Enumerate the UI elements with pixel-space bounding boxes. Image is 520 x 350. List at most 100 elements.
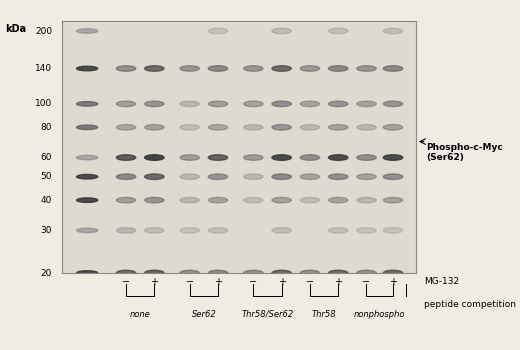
Text: 80: 80 bbox=[41, 123, 52, 132]
Text: 140: 140 bbox=[35, 64, 52, 73]
Ellipse shape bbox=[383, 125, 403, 130]
Ellipse shape bbox=[208, 270, 228, 276]
Ellipse shape bbox=[243, 125, 263, 130]
Text: Ser62: Ser62 bbox=[191, 310, 216, 319]
Ellipse shape bbox=[300, 270, 320, 276]
Ellipse shape bbox=[76, 102, 98, 106]
Ellipse shape bbox=[272, 174, 291, 180]
Ellipse shape bbox=[145, 228, 164, 233]
Ellipse shape bbox=[243, 66, 263, 71]
Ellipse shape bbox=[243, 101, 263, 107]
Ellipse shape bbox=[300, 66, 320, 71]
Ellipse shape bbox=[76, 228, 98, 233]
Ellipse shape bbox=[180, 155, 200, 160]
Ellipse shape bbox=[208, 28, 228, 34]
Text: +: + bbox=[389, 277, 397, 287]
Ellipse shape bbox=[329, 155, 348, 160]
Ellipse shape bbox=[145, 66, 164, 71]
Text: nonphospho: nonphospho bbox=[354, 310, 406, 319]
Text: MG-132: MG-132 bbox=[424, 277, 459, 286]
Ellipse shape bbox=[272, 66, 291, 71]
Ellipse shape bbox=[329, 174, 348, 180]
Ellipse shape bbox=[116, 228, 136, 233]
Ellipse shape bbox=[208, 125, 228, 130]
Ellipse shape bbox=[208, 228, 228, 233]
Text: 20: 20 bbox=[41, 268, 52, 278]
Text: 200: 200 bbox=[35, 27, 52, 35]
Ellipse shape bbox=[329, 101, 348, 107]
Ellipse shape bbox=[272, 228, 291, 233]
Text: Phospho-c-Myc
(Ser62): Phospho-c-Myc (Ser62) bbox=[426, 143, 503, 162]
Ellipse shape bbox=[76, 155, 98, 160]
Ellipse shape bbox=[329, 197, 348, 203]
Text: +: + bbox=[150, 277, 158, 287]
Ellipse shape bbox=[272, 28, 291, 34]
Ellipse shape bbox=[145, 155, 164, 160]
Text: −: − bbox=[249, 277, 257, 287]
Ellipse shape bbox=[145, 270, 164, 276]
Ellipse shape bbox=[76, 29, 98, 33]
Ellipse shape bbox=[357, 174, 376, 180]
Text: Thr58/Ser62: Thr58/Ser62 bbox=[241, 310, 294, 319]
Ellipse shape bbox=[272, 101, 291, 107]
Ellipse shape bbox=[329, 28, 348, 34]
Ellipse shape bbox=[76, 271, 98, 275]
Ellipse shape bbox=[383, 101, 403, 107]
Text: −: − bbox=[186, 277, 194, 287]
Text: 100: 100 bbox=[35, 99, 52, 108]
Ellipse shape bbox=[329, 66, 348, 71]
Ellipse shape bbox=[329, 228, 348, 233]
Ellipse shape bbox=[76, 198, 98, 202]
Ellipse shape bbox=[383, 66, 403, 71]
Ellipse shape bbox=[243, 155, 263, 160]
Ellipse shape bbox=[76, 125, 98, 130]
Ellipse shape bbox=[76, 174, 98, 179]
Ellipse shape bbox=[180, 101, 200, 107]
Ellipse shape bbox=[357, 101, 376, 107]
Ellipse shape bbox=[300, 125, 320, 130]
Ellipse shape bbox=[329, 125, 348, 130]
Ellipse shape bbox=[357, 270, 376, 276]
Ellipse shape bbox=[357, 197, 376, 203]
Ellipse shape bbox=[76, 66, 98, 71]
Ellipse shape bbox=[243, 197, 263, 203]
Ellipse shape bbox=[300, 174, 320, 180]
Ellipse shape bbox=[383, 270, 403, 276]
Ellipse shape bbox=[300, 155, 320, 160]
Ellipse shape bbox=[180, 125, 200, 130]
Text: kDa: kDa bbox=[5, 25, 27, 35]
Ellipse shape bbox=[272, 125, 291, 130]
Ellipse shape bbox=[116, 125, 136, 130]
Ellipse shape bbox=[116, 101, 136, 107]
Ellipse shape bbox=[180, 197, 200, 203]
Text: peptide competition: peptide competition bbox=[424, 300, 516, 309]
Ellipse shape bbox=[116, 155, 136, 160]
Ellipse shape bbox=[208, 197, 228, 203]
Ellipse shape bbox=[329, 270, 348, 276]
Ellipse shape bbox=[116, 197, 136, 203]
Ellipse shape bbox=[383, 28, 403, 34]
Ellipse shape bbox=[272, 270, 291, 276]
Text: none: none bbox=[130, 310, 151, 319]
Ellipse shape bbox=[145, 125, 164, 130]
Text: 40: 40 bbox=[41, 196, 52, 205]
Ellipse shape bbox=[116, 270, 136, 276]
Text: 50: 50 bbox=[41, 172, 52, 181]
Ellipse shape bbox=[208, 101, 228, 107]
Text: Thr58: Thr58 bbox=[312, 310, 336, 319]
Text: 60: 60 bbox=[41, 153, 52, 162]
Ellipse shape bbox=[300, 101, 320, 107]
Ellipse shape bbox=[383, 174, 403, 180]
Ellipse shape bbox=[145, 197, 164, 203]
Ellipse shape bbox=[180, 66, 200, 71]
Ellipse shape bbox=[357, 155, 376, 160]
Ellipse shape bbox=[116, 174, 136, 180]
Text: −: − bbox=[306, 277, 314, 287]
Text: +: + bbox=[278, 277, 285, 287]
Ellipse shape bbox=[357, 125, 376, 130]
Text: +: + bbox=[214, 277, 222, 287]
Ellipse shape bbox=[243, 174, 263, 180]
Ellipse shape bbox=[145, 174, 164, 180]
Ellipse shape bbox=[272, 197, 291, 203]
Text: 30: 30 bbox=[41, 226, 52, 235]
